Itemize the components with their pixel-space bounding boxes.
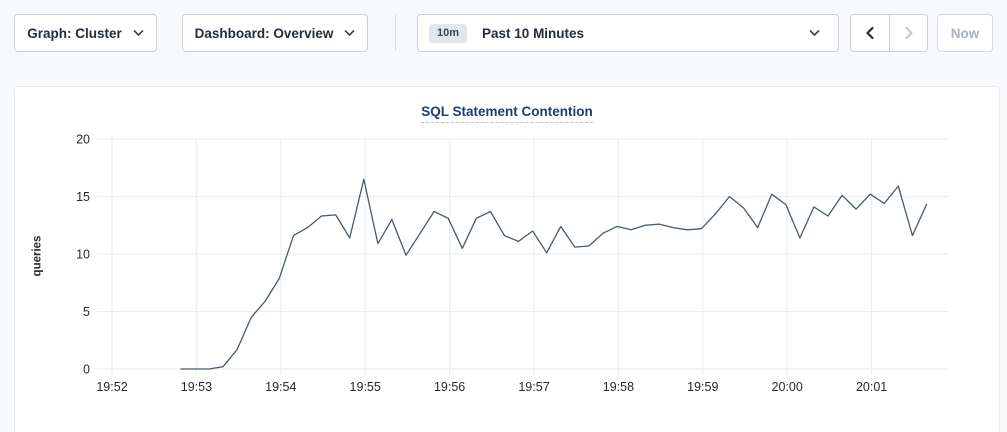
x-tick-label: 19:58: [603, 380, 634, 394]
chart-canvas[interactable]: 0 5 10 15 20 19:52 19:53 19:54 19:55 19:56 19:57 19…: [15, 87, 1001, 417]
y-tick-label: 0: [83, 363, 90, 377]
chevron-down-icon: [809, 29, 820, 36]
series-line: [180, 178, 928, 370]
x-tick-label: 19:54: [265, 380, 296, 394]
next-time-button[interactable]: [889, 15, 927, 51]
time-range-label: Past 10 Minutes: [482, 25, 585, 41]
x-tick-label: 20:00: [772, 380, 803, 394]
x-tick-label: 19:53: [181, 380, 212, 394]
chart-card: SQL Statement Contention queries 0 5 10 15 2…: [14, 86, 1000, 432]
dashboard-dropdown[interactable]: Dashboard: Overview: [182, 14, 368, 52]
graph-dropdown[interactable]: Graph: Cluster: [14, 14, 157, 52]
time-range-badge: 10m: [429, 23, 468, 43]
prev-time-button[interactable]: [851, 15, 889, 51]
chart-title[interactable]: SQL Statement Contention: [421, 104, 593, 123]
toolbar-divider: [395, 15, 396, 51]
time-range-dropdown[interactable]: 10m Past 10 Minutes: [417, 14, 839, 52]
chevron-left-icon: [865, 26, 874, 40]
now-button[interactable]: Now: [937, 14, 993, 52]
x-tick-label: 19:57: [518, 380, 549, 394]
x-tick-label: 20:01: [856, 380, 887, 394]
time-step-button-group: [850, 14, 928, 52]
x-tick-label: 19:59: [687, 380, 718, 394]
y-tick-label: 15: [76, 190, 90, 204]
x-tick-label: 19:56: [434, 380, 465, 394]
chevron-down-icon: [133, 29, 144, 36]
y-tick-label: 5: [83, 305, 90, 319]
graph-dropdown-label: Graph: Cluster: [27, 25, 122, 41]
y-tick-label: 10: [76, 248, 90, 262]
dashboard-dropdown-label: Dashboard: Overview: [194, 25, 334, 41]
y-tick-label: 20: [76, 133, 90, 147]
chevron-down-icon: [345, 29, 355, 36]
x-tick-label: 19:52: [96, 380, 127, 394]
chevron-right-icon: [905, 26, 913, 40]
x-tick-label: 19:55: [350, 380, 381, 394]
